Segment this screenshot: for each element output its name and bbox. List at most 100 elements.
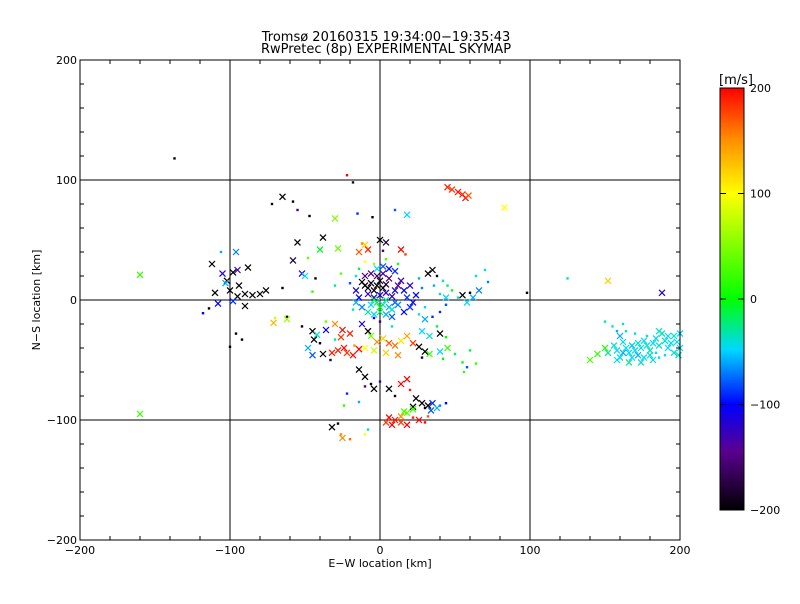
x-tick-label: −200: [65, 544, 95, 557]
point-stroke: [346, 330, 354, 338]
point-marker-x: [382, 310, 390, 318]
point-stroke: [382, 289, 390, 297]
point-stroke: [364, 246, 372, 254]
point-stroke: [409, 403, 417, 411]
point-marker-x: [634, 339, 642, 347]
point-marker-x: [400, 308, 408, 316]
point-marker-x: [424, 270, 432, 278]
point-marker-x: [270, 319, 277, 327]
point-marker-x: [403, 211, 411, 219]
point-marker-x: [628, 354, 636, 362]
point-marker-dot: [357, 267, 361, 270]
point-marker-x: [339, 434, 346, 442]
point-marker-x: [229, 268, 237, 276]
point-stroke: [241, 302, 249, 310]
point-marker-x: [279, 193, 286, 201]
point-stroke: [379, 334, 387, 342]
point-marker-dot: [342, 404, 346, 407]
point-marker-dot: [423, 306, 427, 309]
x-tick-label: 200: [670, 544, 691, 557]
point-marker-dot: [311, 290, 314, 293]
point-marker-x: [373, 272, 381, 280]
point-stroke: [249, 291, 256, 299]
point-stroke: [394, 351, 402, 359]
point-stroke: [355, 248, 363, 256]
point-marker-x: [256, 290, 264, 298]
point-marker-dot: [435, 325, 439, 328]
point-marker-x: [367, 270, 375, 278]
point-stroke: [376, 277, 384, 285]
point-stroke: [352, 286, 360, 294]
point-marker-x: [397, 246, 405, 254]
point-marker-dot: [483, 268, 487, 272]
point-marker-x: [385, 265, 393, 273]
point-marker-x: [367, 279, 375, 287]
point-marker-dot: [372, 316, 376, 320]
point-stroke: [355, 294, 363, 302]
point-marker-x: [334, 346, 342, 354]
point-marker-dot: [393, 394, 397, 398]
point-marker-x: [370, 310, 378, 318]
point-stroke: [322, 326, 330, 334]
point-marker-x: [334, 244, 342, 252]
point-marker-x: [214, 300, 222, 308]
point-stroke: [382, 349, 390, 357]
point-marker-dot: [423, 421, 427, 424]
point-marker-x: [394, 351, 402, 359]
point-marker-x: [364, 327, 372, 335]
point-marker-x: [322, 326, 330, 334]
point-marker-x: [343, 349, 351, 357]
point-stroke: [367, 270, 375, 278]
point-marker-x: [586, 356, 594, 364]
point-marker-x: [376, 291, 384, 299]
chart-title: Tromsø 20160315 19:34:00−19:35:43: [261, 30, 511, 45]
y-tick-label: 100: [56, 174, 77, 187]
point-marker-dot: [441, 357, 445, 360]
point-stroke: [427, 406, 435, 414]
data-points: [136, 157, 684, 442]
point-stroke: [436, 348, 444, 356]
point-stroke: [394, 282, 402, 290]
point-marker-x: [397, 277, 405, 285]
point-marker-x: [655, 327, 663, 335]
point-marker-x: [385, 385, 393, 393]
point-marker-dot: [645, 334, 649, 338]
point-marker-x: [382, 289, 390, 297]
point-marker-dot: [566, 277, 569, 280]
point-stroke: [444, 183, 451, 191]
point-marker-x: [670, 349, 678, 357]
point-stroke: [328, 423, 336, 431]
point-marker-dot: [390, 325, 394, 328]
point-stroke: [316, 246, 324, 254]
point-marker-x: [364, 284, 372, 292]
point-marker-x: [604, 349, 612, 357]
point-stroke: [376, 236, 384, 244]
x-tick-label: 100: [520, 544, 541, 557]
point-stroke: [358, 303, 366, 311]
point-stroke: [424, 270, 432, 278]
point-marker-x: [373, 338, 381, 346]
point-stroke: [397, 337, 405, 345]
point-stroke: [637, 358, 645, 366]
point-marker-dot: [465, 366, 469, 369]
point-marker-x: [373, 265, 381, 273]
point-stroke: [655, 342, 663, 350]
point-marker-x: [328, 349, 336, 357]
point-stroke: [415, 343, 423, 351]
point-marker-x: [421, 315, 429, 323]
point-marker-dot: [201, 312, 205, 315]
point-marker-x: [643, 342, 651, 350]
point-stroke: [415, 416, 423, 424]
point-stroke: [403, 332, 411, 340]
point-stroke: [382, 310, 390, 318]
point-stroke: [388, 306, 396, 314]
point-stroke: [385, 265, 393, 273]
point-stroke: [385, 339, 393, 347]
point-stroke: [279, 193, 286, 201]
point-marker-x: [241, 302, 249, 310]
point-stroke: [397, 277, 405, 285]
point-marker-x: [409, 405, 417, 413]
point-marker-dot: [240, 338, 244, 341]
point-marker-x: [136, 410, 144, 418]
point-stroke: [409, 405, 417, 413]
